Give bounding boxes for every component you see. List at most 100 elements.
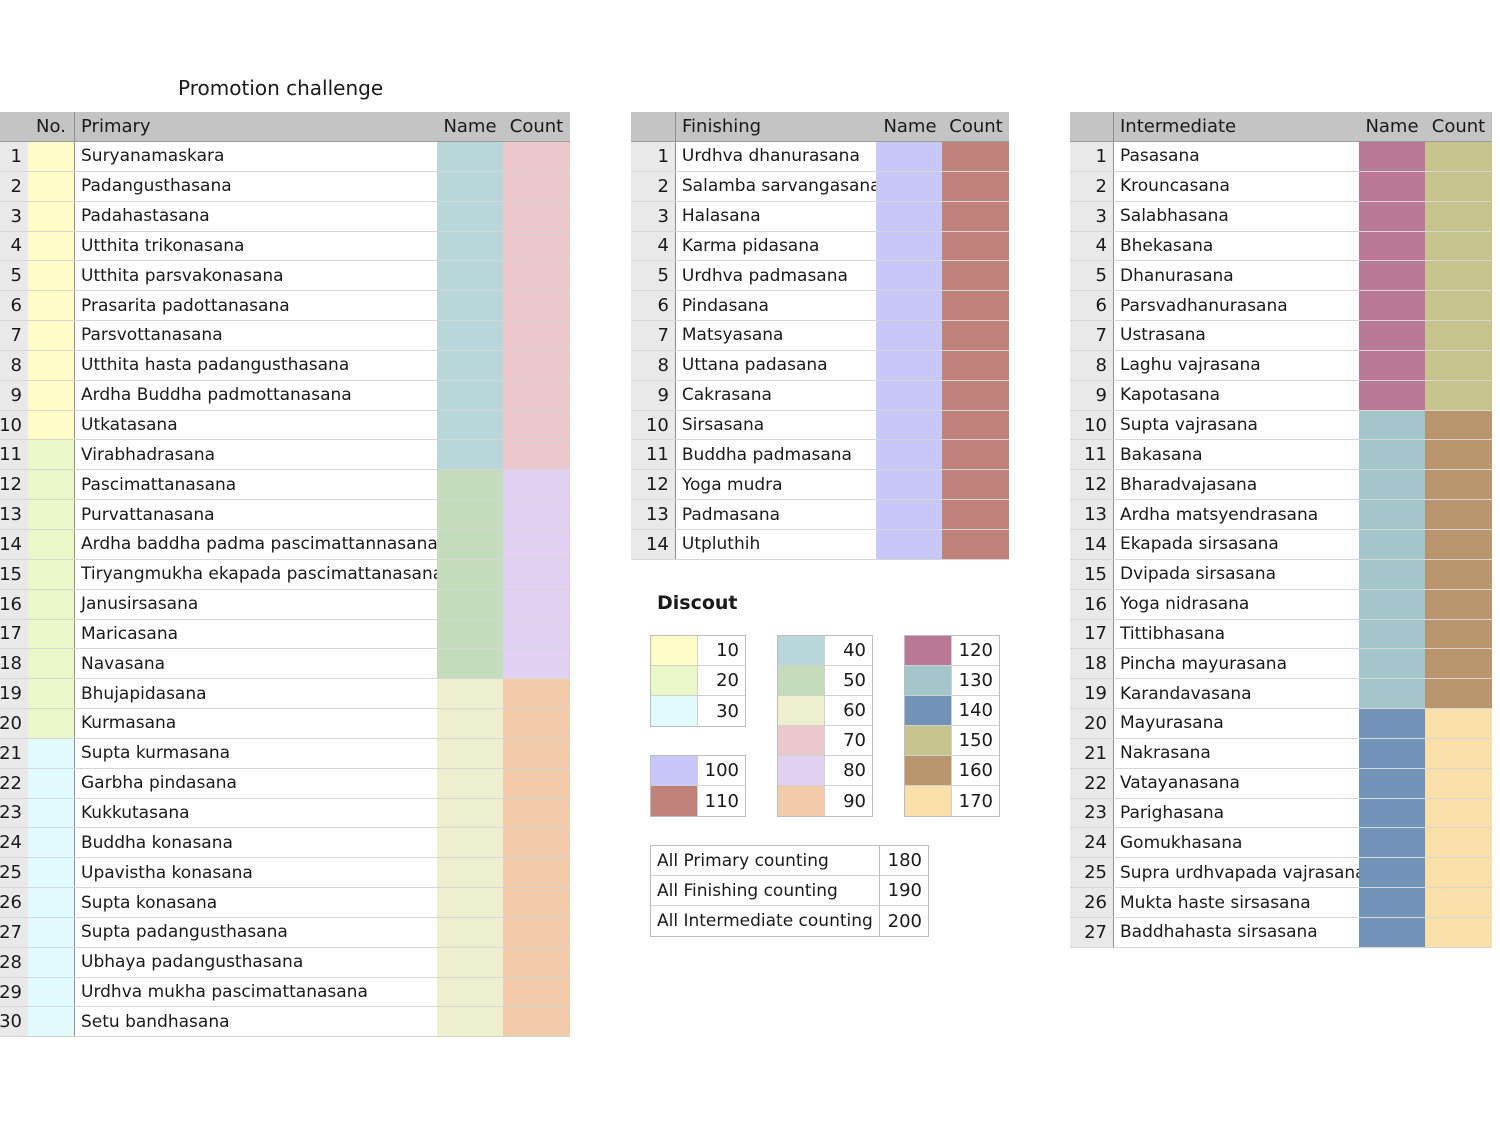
table-row: 15 Tiryangmukha ekapada pascimattanasana [0,559,570,590]
no-cell [28,738,74,768]
pose-name: Ubhaya padangusthasana [74,947,437,977]
legend-swatch [778,726,825,755]
row-number: 22 [0,768,28,798]
name-cell [437,1007,503,1037]
count-cell [503,201,570,231]
legend-swatch [651,636,698,665]
count-header: Count [949,116,1003,137]
table-row: 29 Urdhva mukha pascimattanasana [0,977,570,1008]
name-cell [1359,888,1425,917]
table-row: 17 Tittibhasana [1070,619,1492,650]
no-cell [28,380,74,410]
no-cell [28,410,74,440]
name-cell [1359,858,1425,888]
count-cell [503,738,570,768]
name-cell [437,142,503,171]
legend-value: 20 [716,670,739,691]
table-row: 23 Kukkutasana [0,798,570,829]
name-cell [876,321,943,350]
corner-cell [0,112,28,141]
name-cell [1359,798,1425,828]
name-cell [1359,261,1425,291]
row-number: 27 [1070,917,1113,947]
row-number: 29 [0,977,28,1007]
table-row: 12 Pascimattanasana [0,470,570,501]
pose-name: Ardha baddha padma pascimattannasana [74,529,437,559]
legend-value: 40 [843,640,866,661]
pose-name: Bhujapidasana [74,679,437,709]
name-cell [1359,768,1425,798]
pose-name: Supta padangusthasana [74,917,437,947]
count-cell [1425,858,1492,888]
pose-name: Sirsasana [674,410,876,440]
legend-row: 110 [651,786,745,816]
primary-table: No. Primary Name Count 1 Suryanamaskara 2 P… [0,112,570,1038]
table-row: 9 Ardha Buddha padmottanasana [0,380,570,411]
name-cell [437,977,503,1007]
count-cell [1425,828,1492,858]
name-cell [876,171,943,201]
name-cell [876,470,943,500]
row-number: 13 [0,500,28,529]
legend-value: 130 [958,670,993,691]
pose-name: Pascimattanasana [74,470,437,500]
pose-name: Baddhahasta sirsasana [1113,917,1359,947]
legend-value: 30 [716,700,739,722]
no-cell [28,261,74,291]
row-number: 21 [1070,738,1113,768]
name-cell [437,858,503,888]
summary-label: All Primary counting [651,846,880,875]
count-cell [1425,529,1492,559]
pose-name: Pindasana [674,291,876,321]
table-row: 18 Navasana [0,649,570,680]
legend-value: 110 [704,790,739,812]
table-row: 9 Kapotasana [1070,380,1492,411]
count-cell [503,619,570,649]
count-cell [503,350,570,380]
table-row: 6 Prasarita padottanasana [0,291,570,322]
pose-name: Ustrasana [1113,321,1359,350]
row-number: 8 [1070,350,1113,380]
pose-name: Urdhva mukha pascimattanasana [74,977,437,1007]
summary-label: All Finishing counting [651,876,880,905]
count-cell [503,291,570,321]
discount-legend-group: 100 110 [650,755,746,817]
table-row: 7 Matsyasana [631,321,1009,351]
row-number: 12 [631,470,675,500]
name-cell [876,350,943,380]
table-row: 1 Pasasana [1070,142,1492,172]
legend-swatch [778,636,825,665]
legend-swatch [905,726,952,755]
primary-header: Primary [74,112,437,141]
pose-name: Utthita trikonasana [74,231,437,261]
count-cell [1425,559,1492,589]
summary-value: 200 [887,910,922,932]
pose-name: Padahastasana [74,201,437,231]
legend-value: 70 [843,730,866,751]
table-row: 13 Ardha matsyendrasana [1070,500,1492,530]
pose-name: Supta konasana [74,888,437,917]
pose-name: Nakrasana [1113,738,1359,768]
name-cell [437,888,503,917]
pose-name: Parighasana [1113,798,1359,828]
table-row: 11 Buddha padmasana [631,440,1009,471]
name-cell [437,709,503,738]
legend-row: 80 [778,756,872,786]
pose-name: Padmasana [674,500,876,529]
count-cell [942,231,1009,261]
count-cell [1425,321,1492,350]
name-header: Name [1365,116,1419,137]
name-cell [437,917,503,947]
name-cell [876,231,943,261]
count-cell [503,798,570,828]
count-cell [1425,380,1492,410]
table-row: 28 Ubhaya padangusthasana [0,947,570,978]
name-cell [437,201,503,231]
count-cell [503,171,570,201]
row-number: 18 [1070,649,1113,679]
table-row: 6 Parsvadhanurasana [1070,291,1492,322]
name-header: Name [443,116,497,137]
name-cell [437,589,503,619]
legend-row: 90 [778,786,872,816]
pose-name: Parsvadhanurasana [1113,291,1359,321]
